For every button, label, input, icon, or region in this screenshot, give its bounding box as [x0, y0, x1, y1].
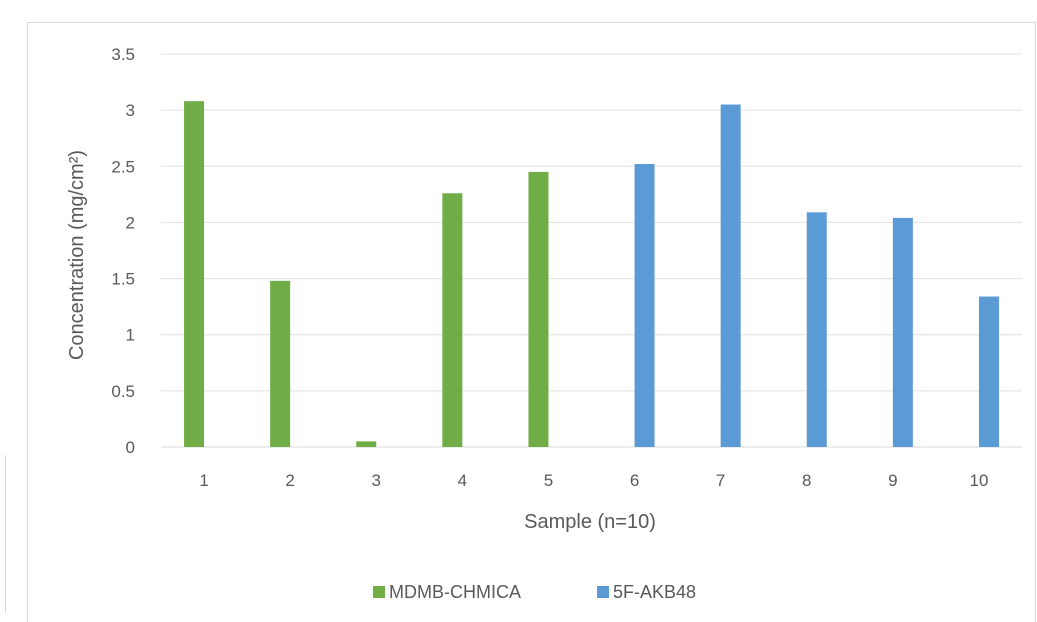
- y-tick-labels: 0 0.5 1 1.5 2 2.5 3 3.5: [111, 45, 135, 457]
- bar-5f-akb48-9: [892, 217, 913, 447]
- x-tick-labels: 1 2 3 4 5 6 7 8 9 10: [199, 471, 988, 490]
- y-tick-label: 0.5: [111, 382, 135, 401]
- gridlines: [161, 53, 1022, 448]
- x-tick-label: 3: [372, 471, 381, 490]
- y-tick-label: 2: [126, 213, 135, 232]
- x-tick-label: 6: [630, 471, 639, 490]
- legend: MDMB-CHMICA 5F-AKB48: [373, 582, 696, 602]
- x-tick-label: 8: [802, 471, 811, 490]
- y-tick-label: 0: [126, 438, 135, 457]
- legend-label: 5F-AKB48: [613, 582, 696, 602]
- bar-mdmb-chmica-4: [442, 193, 463, 447]
- y-tick-label: 3: [126, 101, 135, 120]
- bar-5f-akb48-10: [978, 296, 999, 447]
- y-tick-label: 3.5: [111, 45, 135, 64]
- bars: [184, 101, 999, 448]
- x-tick-label: 2: [285, 471, 294, 490]
- bar-mdmb-chmica-5: [528, 171, 549, 447]
- x-tick-label: 10: [969, 471, 988, 490]
- x-axis-title: Sample (n=10): [524, 511, 656, 533]
- y-tick-label: 2.5: [111, 157, 135, 176]
- x-tick-label: 9: [888, 471, 897, 490]
- bar-5f-akb48-8: [806, 212, 827, 447]
- side-border-fragment: [0, 455, 6, 613]
- bar-mdmb-chmica-3: [356, 441, 377, 447]
- x-tick-label: 1: [199, 471, 208, 490]
- y-tick-label: 1.5: [111, 270, 135, 289]
- legend-swatch: [373, 586, 385, 598]
- y-axis-title: Concentration (mg/cm²): [66, 150, 88, 360]
- x-tick-label: 7: [716, 471, 725, 490]
- bar-5f-akb48-6: [634, 164, 655, 448]
- bar-mdmb-chmica-1: [184, 101, 205, 447]
- bar-5f-akb48-7: [720, 104, 741, 448]
- x-tick-label: 4: [458, 471, 467, 490]
- bar-mdmb-chmica-2: [270, 280, 291, 447]
- x-tick-label: 5: [544, 471, 553, 490]
- legend-label: MDMB-CHMICA: [389, 582, 521, 602]
- chart-border: [27, 22, 1036, 622]
- legend-swatch: [597, 586, 609, 598]
- y-tick-label: 1: [126, 326, 135, 345]
